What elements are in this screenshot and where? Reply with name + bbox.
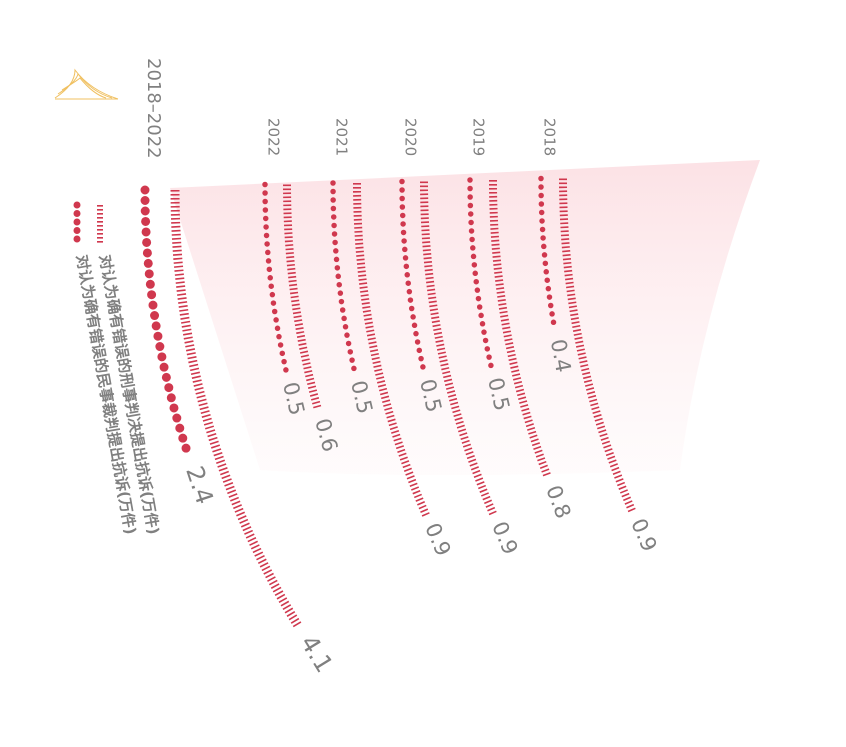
category-label: 2018–2022 [143,58,164,159]
logo [54,68,119,100]
category-label: 2021 [333,118,351,156]
value-label: 0.8 [541,482,575,522]
curve-bar [330,180,358,375]
category-label: 2020 [402,118,420,156]
curve-bar [262,181,290,376]
category-label: 2022 [265,118,283,156]
value-label: 4.1 [295,630,339,677]
curve-bar [140,185,193,459]
value-label: 0.4 [546,337,576,374]
curve-bar [559,178,636,513]
background-fan [170,160,760,475]
value-label: 0.9 [626,515,661,555]
curve-bar [538,175,558,333]
value-label: 0.9 [420,519,455,559]
value-label: 0.9 [487,518,522,558]
curve-bar [170,189,303,629]
category-label: 2019 [470,118,488,156]
curve-bar [489,180,552,479]
curve-bar [399,178,427,373]
curve-bar [467,177,495,372]
category-label: 2018 [541,118,559,156]
value-label: 2.4 [180,463,219,508]
curve-bar [420,181,497,516]
curve-bar [353,183,430,518]
